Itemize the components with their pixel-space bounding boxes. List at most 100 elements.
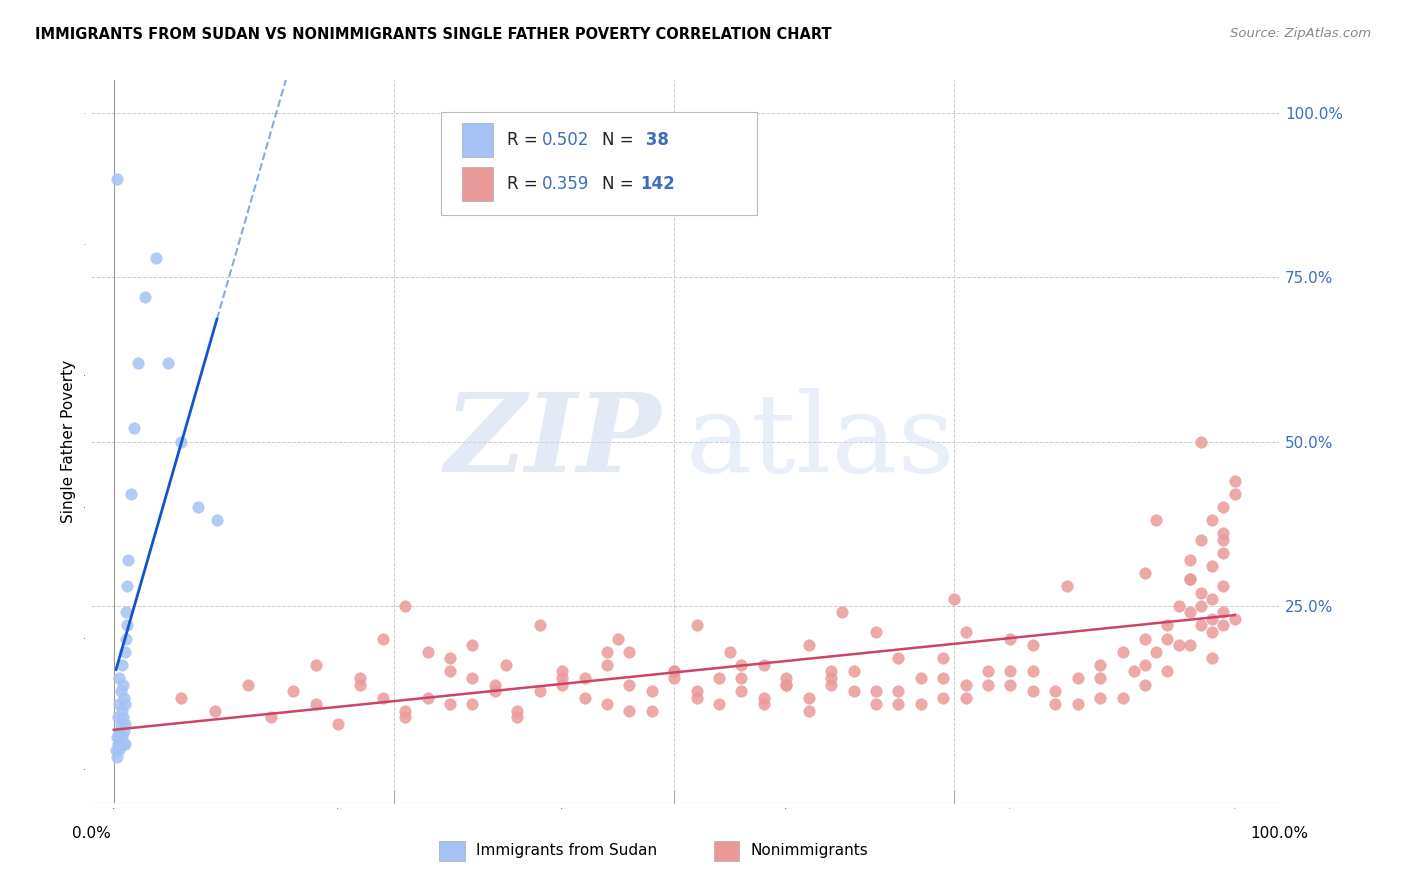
Point bbox=[1201, 513, 1223, 527]
Point bbox=[596, 657, 619, 672]
Point bbox=[685, 690, 707, 705]
Point bbox=[1156, 632, 1178, 646]
Point bbox=[114, 698, 136, 712]
Point bbox=[977, 677, 1000, 691]
Point bbox=[187, 500, 209, 515]
Point bbox=[111, 704, 134, 718]
Point bbox=[619, 645, 641, 659]
Point bbox=[506, 704, 529, 718]
Point bbox=[820, 677, 842, 691]
Point bbox=[1045, 698, 1067, 712]
Point bbox=[107, 737, 129, 751]
Point bbox=[439, 665, 461, 679]
Point bbox=[349, 677, 371, 691]
Point bbox=[1212, 579, 1234, 593]
Point bbox=[108, 723, 131, 738]
Text: 142: 142 bbox=[641, 175, 675, 193]
Point bbox=[461, 638, 484, 652]
Point bbox=[730, 684, 752, 698]
Point bbox=[1000, 665, 1022, 679]
Point bbox=[775, 677, 797, 691]
Point bbox=[394, 599, 416, 613]
Point bbox=[955, 625, 977, 640]
Point bbox=[304, 657, 326, 672]
Point bbox=[574, 671, 596, 685]
Point bbox=[114, 737, 136, 751]
Point bbox=[1111, 645, 1133, 659]
Point bbox=[439, 698, 461, 712]
Point bbox=[775, 677, 797, 691]
Point bbox=[111, 730, 134, 744]
Point bbox=[111, 677, 134, 691]
Point bbox=[820, 665, 842, 679]
Point bbox=[114, 645, 136, 659]
Point bbox=[1144, 513, 1167, 527]
Point bbox=[1067, 671, 1090, 685]
Point bbox=[107, 710, 129, 724]
Point bbox=[170, 434, 193, 449]
Point bbox=[1133, 566, 1156, 580]
Text: 0.359: 0.359 bbox=[543, 175, 589, 193]
Point bbox=[112, 723, 135, 738]
Point bbox=[111, 657, 134, 672]
Point bbox=[1000, 677, 1022, 691]
Point bbox=[865, 625, 887, 640]
Point bbox=[1156, 665, 1178, 679]
Point bbox=[596, 698, 619, 712]
Point bbox=[707, 671, 730, 685]
Point bbox=[484, 677, 506, 691]
Point bbox=[204, 704, 226, 718]
Point bbox=[1189, 434, 1212, 449]
Point bbox=[506, 710, 529, 724]
Point bbox=[1122, 665, 1144, 679]
Point bbox=[842, 665, 865, 679]
Point bbox=[641, 704, 664, 718]
Point bbox=[685, 618, 707, 632]
Point bbox=[170, 690, 193, 705]
Point bbox=[1133, 657, 1156, 672]
Point bbox=[461, 698, 484, 712]
Point bbox=[238, 677, 260, 691]
Point bbox=[842, 684, 865, 698]
Point bbox=[1201, 592, 1223, 607]
Text: 0.502: 0.502 bbox=[543, 131, 589, 149]
Point bbox=[1212, 605, 1234, 619]
Point bbox=[664, 671, 686, 685]
Point bbox=[484, 684, 506, 698]
Text: R =: R = bbox=[508, 175, 543, 193]
Point bbox=[1133, 632, 1156, 646]
Text: Source: ZipAtlas.com: Source: ZipAtlas.com bbox=[1230, 27, 1371, 40]
Point bbox=[1088, 690, 1111, 705]
Point bbox=[1212, 546, 1234, 560]
Point bbox=[887, 651, 910, 665]
Point bbox=[1156, 618, 1178, 632]
Point bbox=[1045, 684, 1067, 698]
Point bbox=[1223, 612, 1246, 626]
Point bbox=[156, 356, 179, 370]
Point bbox=[752, 690, 775, 705]
Point bbox=[865, 698, 887, 712]
Point bbox=[707, 698, 730, 712]
Point bbox=[797, 704, 820, 718]
Point bbox=[551, 671, 574, 685]
Point bbox=[1201, 612, 1223, 626]
Point bbox=[394, 704, 416, 718]
Point bbox=[117, 553, 139, 567]
Point bbox=[1189, 585, 1212, 599]
Point bbox=[752, 657, 775, 672]
Point bbox=[730, 657, 752, 672]
Point bbox=[943, 592, 966, 607]
Point bbox=[108, 698, 131, 712]
Point bbox=[955, 677, 977, 691]
Point bbox=[1201, 625, 1223, 640]
Point bbox=[145, 251, 167, 265]
Point bbox=[1189, 599, 1212, 613]
Point bbox=[932, 690, 955, 705]
Point bbox=[1223, 487, 1246, 501]
Point bbox=[730, 671, 752, 685]
Point bbox=[752, 698, 775, 712]
Point bbox=[260, 710, 283, 724]
Point bbox=[1223, 474, 1246, 488]
Point bbox=[887, 698, 910, 712]
Point bbox=[955, 690, 977, 705]
